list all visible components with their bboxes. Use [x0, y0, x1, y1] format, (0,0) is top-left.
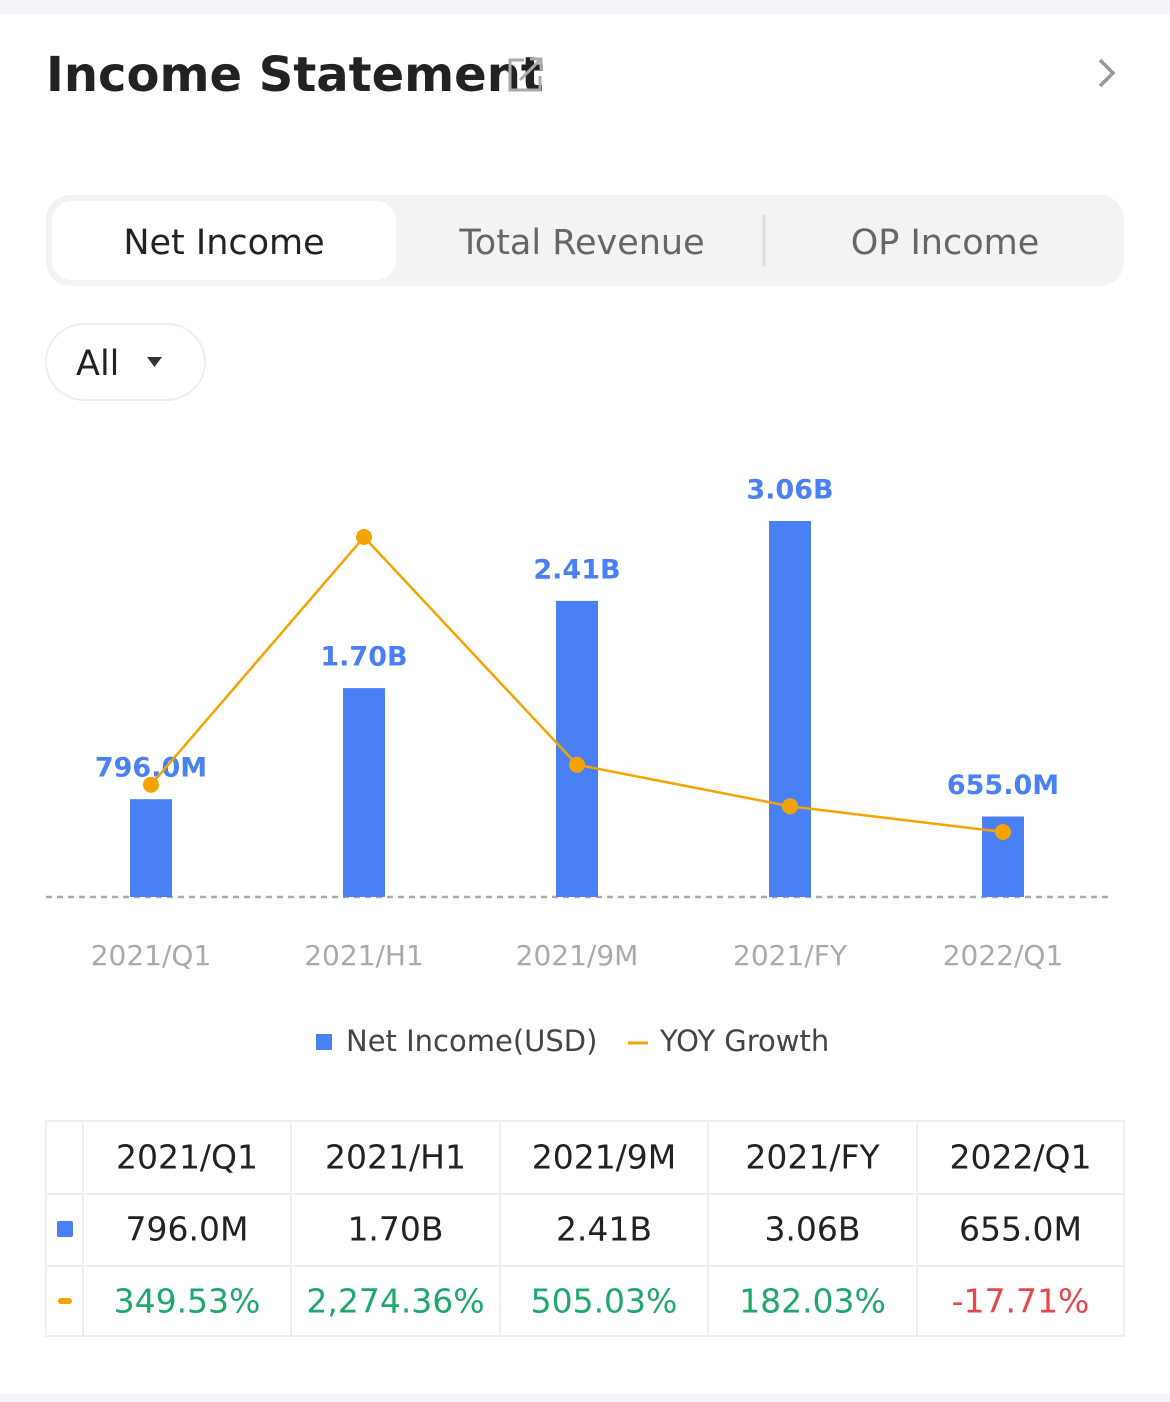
bar [343, 688, 385, 897]
table-cell: 655.0M [959, 1210, 1082, 1249]
table-cell: 182.03% [739, 1282, 886, 1321]
yoy-point [782, 798, 798, 815]
table-header: 2021/FY [745, 1138, 880, 1177]
table-cell: 796.0M [126, 1210, 249, 1249]
legend-label: Net Income(USD) [346, 1024, 597, 1058]
tab[interactable]: OP Income [851, 223, 1040, 263]
table-header: 2021/9M [532, 1138, 677, 1177]
filter-dropdown[interactable]: All [45, 323, 206, 401]
chevron[interactable] [1098, 58, 1116, 88]
share-icon[interactable] [508, 57, 543, 92]
title: Income Statement [46, 47, 544, 103]
row-icon [57, 1221, 73, 1237]
x-tick-label: 2021/FY [733, 939, 848, 972]
yoy-point [995, 824, 1011, 840]
x-tick-label: 2022/Q1 [943, 939, 1064, 972]
dropdown-pill [45, 323, 206, 401]
tab[interactable]: Total Revenue [458, 223, 704, 263]
bar [769, 521, 811, 897]
bar-value-label: 2.41B [533, 554, 620, 585]
x-tick-label: 2021/Q1 [91, 939, 212, 972]
bar-value-label: 3.06B [746, 475, 833, 506]
table-header: 2022/Q1 [949, 1138, 1091, 1177]
yoy-point [143, 776, 159, 793]
table-cell: 505.03% [531, 1282, 678, 1321]
top-strip [0, 0, 1170, 14]
tab[interactable]: Net Income [123, 223, 324, 263]
chart: 796.0M2021/Q11.70B2021/H12.41B2021/9M3.0… [91, 475, 1064, 1059]
table-cell: 2.41B [556, 1210, 652, 1249]
tab-selected [52, 201, 396, 280]
table: 2021/Q1 796.0M 349.53% 2021/H1 1.70B 2,274.36… [45, 1120, 1125, 1337]
dropdown-label: All [76, 344, 119, 384]
x-tick-label: 2021/9M [516, 939, 639, 972]
x-tick-label: 2021/H1 [304, 939, 424, 972]
bar [130, 799, 172, 897]
table-border [45, 1120, 1125, 1337]
bar-value-label: 655.0M [947, 770, 1059, 801]
yoy-point [356, 529, 372, 545]
table-header: 2021/H1 [325, 1138, 466, 1177]
row-icon [58, 1298, 72, 1304]
legend-label: YOY Growth [659, 1024, 829, 1058]
yoy-point [569, 756, 585, 773]
table-cell: 349.53% [114, 1282, 261, 1321]
table-cell: 2,274.36% [306, 1282, 484, 1321]
dropdown-arrow [147, 357, 162, 367]
table-header: 2021/Q1 [116, 1138, 258, 1177]
legend-swatch [316, 1034, 332, 1050]
bar-value-label: 1.70B [320, 642, 407, 673]
table-cell: -17.71% [952, 1282, 1090, 1321]
bottom-strip [0, 1394, 1170, 1402]
table-cell: 1.70B [347, 1210, 443, 1249]
table-cell: 3.06B [764, 1210, 860, 1249]
